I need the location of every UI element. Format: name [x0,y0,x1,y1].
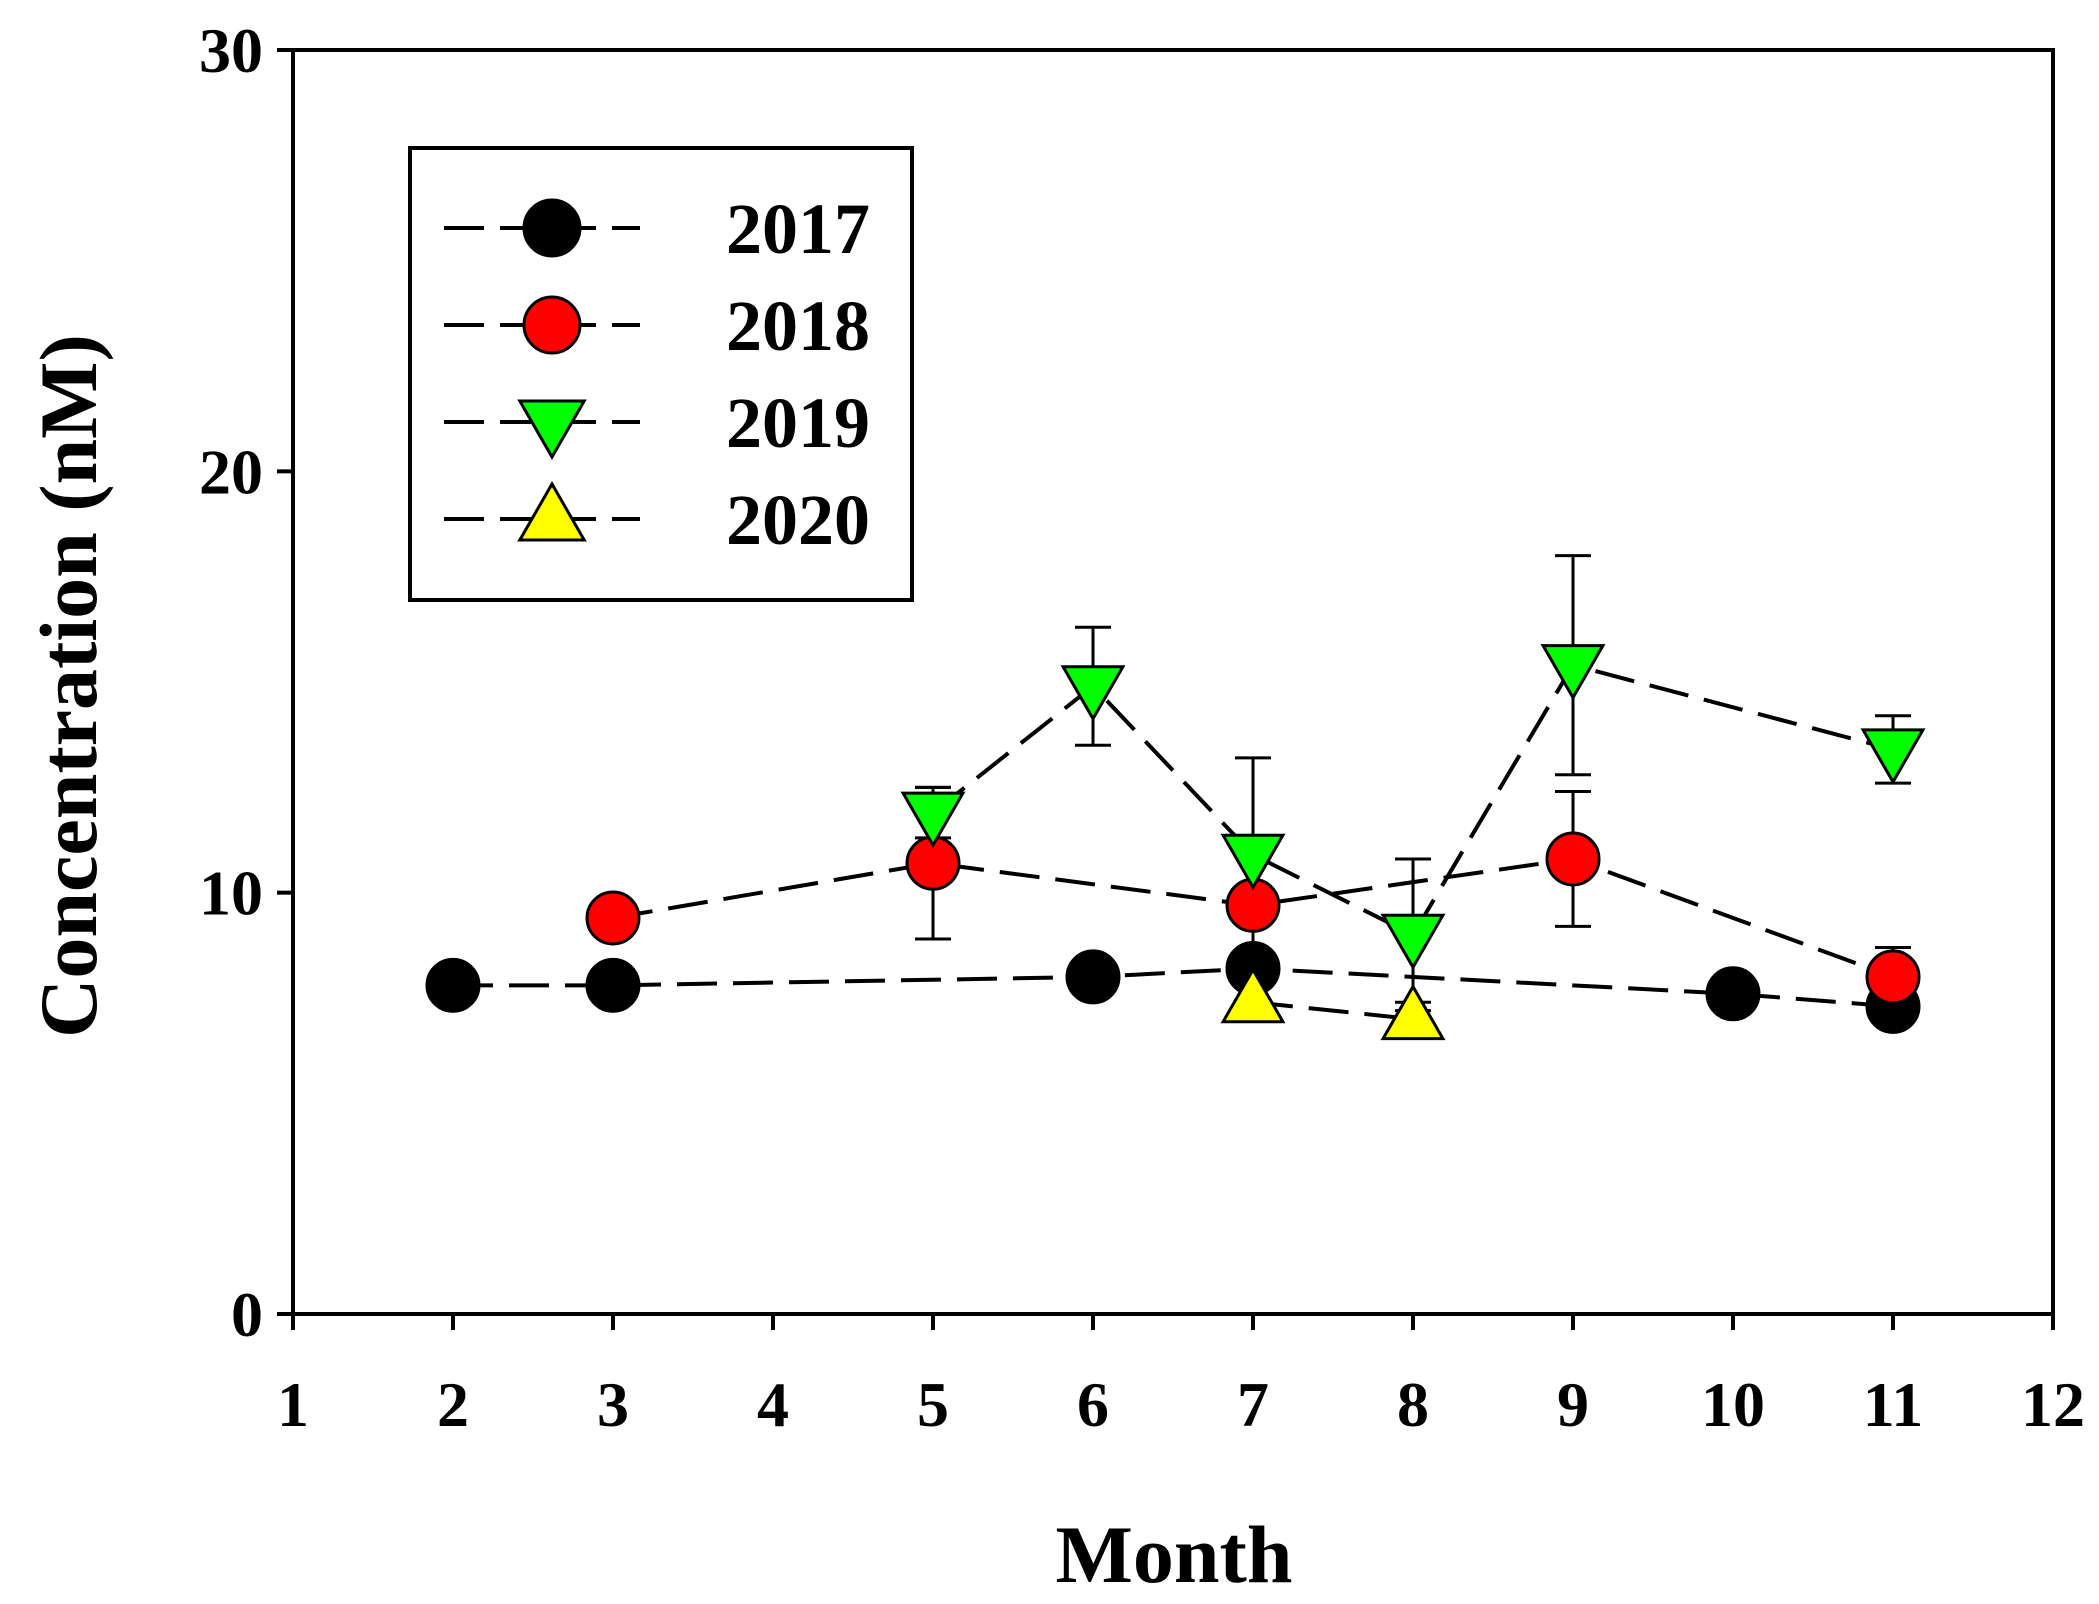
x-tick-label: 1 [277,1369,309,1440]
legend-label-2020: 2020 [726,480,870,560]
data-points [425,644,1926,1041]
legend-label-2019: 2019 [726,383,870,463]
data-point-2020 [1220,966,1286,1024]
series-lines [453,662,1894,1022]
x-tick-label: 7 [1237,1369,1269,1440]
data-point-2019 [1060,665,1126,722]
legend-marker-2019 [517,399,587,461]
plot-frame [291,48,2055,1316]
x-tick-label: 11 [1863,1369,1923,1440]
data-point-2019 [1860,728,1926,785]
legend-label-2017: 2017 [726,189,870,269]
x-tick-label: 8 [1397,1369,1429,1440]
legend-marker-2017 [522,198,582,258]
legend-marker-2018 [522,295,582,355]
y-tick-label: 30 [199,15,263,86]
data-point-2018 [1545,831,1601,887]
data-point-2019 [1220,833,1286,891]
x-tick-label: 3 [597,1369,629,1440]
x-axis-title: Month [1056,1509,1293,1600]
series-line-2020 [1252,1000,1414,1022]
series-line-2017 [453,966,1894,1009]
x-tick-label: 6 [1077,1369,1109,1440]
data-point-2018 [1865,949,1921,1005]
x-tick-label: 2 [437,1369,469,1440]
y-tick-label: 20 [199,436,263,507]
y-tick-label: 0 [231,1279,263,1350]
data-point-2017 [1705,966,1761,1022]
x-tick-label: 5 [917,1369,949,1440]
x-tick-label: 4 [757,1369,789,1440]
data-point-2017 [585,957,641,1013]
legend: 2017 2018 2019 2020 [408,146,914,602]
data-point-2017 [425,957,481,1013]
legend-label-2018: 2018 [726,286,870,366]
data-point-2019 [1540,644,1606,701]
data-point-2019 [900,791,966,849]
y-axis-title: Concentration (nM) [23,334,114,1038]
legend-marker-2020 [517,480,587,542]
x-tick-label: 9 [1557,1369,1589,1440]
y-tick-label: 10 [199,858,263,929]
data-point-2017 [1065,949,1121,1005]
legend-box [408,146,914,602]
plot-area-border [291,48,2055,1316]
x-tick-label: 12 [2021,1369,2085,1440]
data-point-2018 [585,890,641,946]
x-tick-label: 10 [1701,1369,1765,1440]
data-point-2019 [1380,913,1446,971]
series-line-2019 [931,662,1894,938]
data-point-2020 [1380,983,1446,1041]
